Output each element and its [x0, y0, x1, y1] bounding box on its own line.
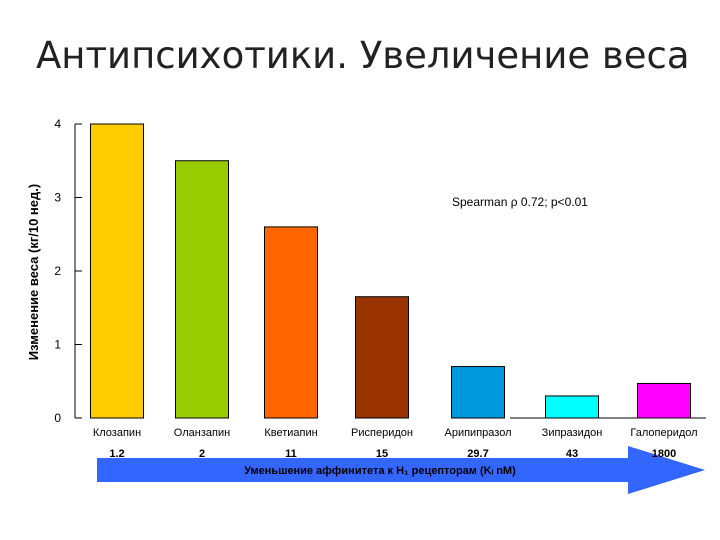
affinity-value-labels: 1.2 2 11 15 29.7 43 1800 — [109, 448, 676, 460]
y-axis-title: Изменение веса (кг/10 нед.) — [26, 184, 41, 360]
y-tick-label: 0 — [54, 411, 61, 425]
affinity-arrow-label: Уменьшение аффинитета к H₁ рецепторам (K… — [244, 465, 516, 477]
bar-4 — [355, 296, 409, 419]
category-label: Клозапин — [93, 427, 141, 439]
category-label: Оланзапин — [174, 427, 230, 439]
bar-7 — [637, 382, 691, 419]
bar-3 — [264, 226, 318, 419]
category-label: Кветиапин — [264, 427, 317, 439]
bar-6 — [545, 395, 599, 419]
bars-layer — [90, 123, 691, 419]
bar-5 — [451, 366, 505, 419]
y-tick-label: 4 — [54, 117, 61, 131]
affinity-arrow — [97, 446, 705, 494]
y-tick-label: 2 — [54, 264, 61, 278]
category-label: Зипразидон — [542, 427, 603, 439]
bar-1 — [90, 123, 144, 419]
spearman-annotation: Spearman ρ 0.72; p<0.01 — [452, 195, 588, 209]
slide-title: Антипсихотики. Увеличение веса — [36, 34, 690, 77]
y-ticks: 0 1 2 3 4 — [54, 117, 82, 425]
affinity-value-label: 29.7 — [467, 448, 488, 460]
category-labels: Клозапин Оланзапин Кветиапин Рисперидон Арип… — [93, 427, 698, 439]
category-label: Галоперидол — [630, 427, 697, 439]
category-label: Рисперидон — [351, 427, 413, 439]
affinity-value-label: 11 — [285, 448, 297, 460]
bar-2 — [175, 160, 229, 419]
affinity-value-label: 1800 — [652, 448, 676, 460]
affinity-value-label: 1.2 — [109, 448, 124, 460]
affinity-value-label: 43 — [566, 448, 578, 460]
affinity-value-label: 15 — [376, 448, 388, 460]
y-tick-label: 1 — [54, 338, 61, 352]
category-label: Арипипразол — [445, 427, 512, 439]
y-tick-label: 3 — [54, 191, 61, 205]
affinity-value-label: 2 — [199, 448, 205, 460]
